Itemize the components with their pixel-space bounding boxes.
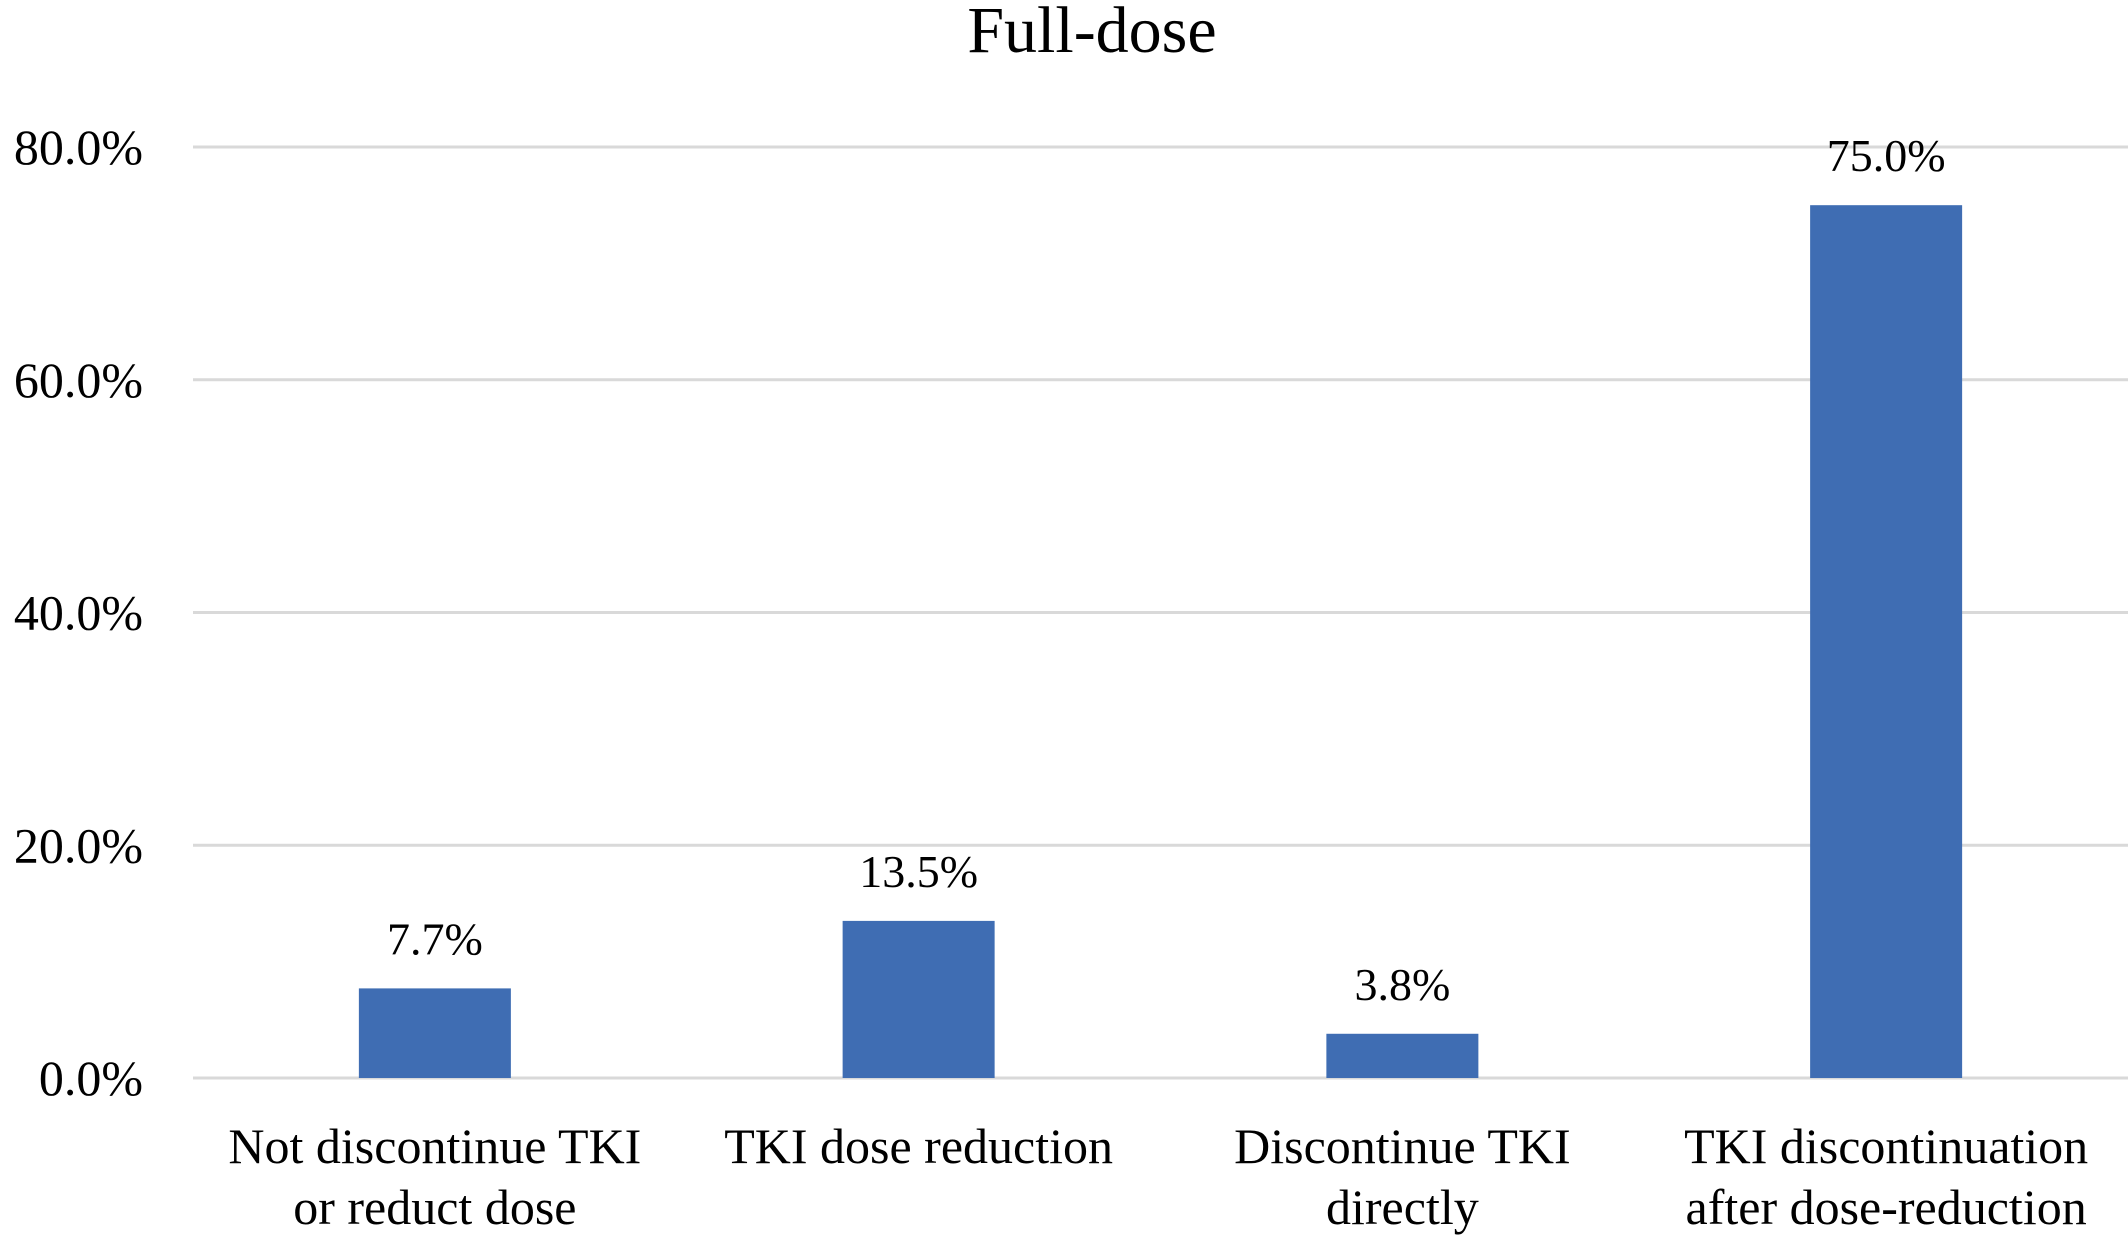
bar-1 <box>358 988 511 1078</box>
y-tick-label: 60.0% <box>14 352 143 408</box>
category-label-2: TKI dose reduction <box>724 1118 1113 1174</box>
bars <box>358 205 1963 1078</box>
y-tick-label: 40.0% <box>14 585 143 641</box>
chart-title: Full-dose <box>967 0 1216 67</box>
y-axis-tick-labels: 0.0% 20.0% 40.0% 60.0% 80.0% <box>14 119 143 1106</box>
data-label-4: 75.0% <box>1827 130 1946 181</box>
category-label-3: Discontinue TKI directly <box>1234 1118 1571 1235</box>
y-tick-label: 0.0% <box>39 1050 143 1106</box>
x-axis-category-labels: Not discontinue TKI or reduct dose TKI dos… <box>228 1118 2088 1235</box>
data-label-1: 7.7% <box>387 913 483 964</box>
gridlines <box>193 145 2128 1080</box>
y-tick-label: 20.0% <box>14 817 143 873</box>
bar-2 <box>842 920 995 1078</box>
bar-4 <box>1810 205 1963 1078</box>
data-labels: 7.7% 13.5% 3.8% 75.0% <box>387 130 1946 1010</box>
bar-3 <box>1326 1033 1479 1078</box>
category-label-1: Not discontinue TKI or reduct dose <box>228 1118 641 1235</box>
y-tick-label: 80.0% <box>14 119 143 175</box>
category-label-4: TKI discontinuation after dose-reduction <box>1684 1118 2088 1235</box>
data-label-2: 13.5% <box>859 846 978 897</box>
data-label-3: 3.8% <box>1354 959 1450 1010</box>
